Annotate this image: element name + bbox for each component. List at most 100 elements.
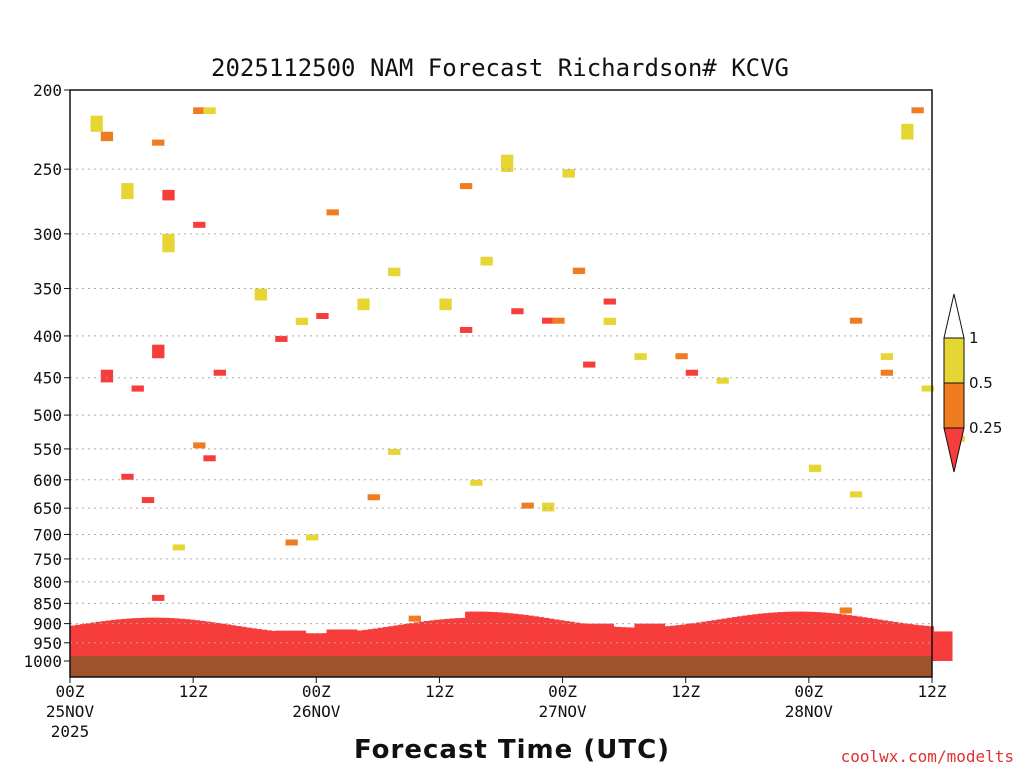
heatmap-cell [413, 622, 421, 658]
heatmap-cell [316, 633, 324, 658]
heatmap-cell [193, 442, 206, 449]
heatmap-cell [834, 613, 842, 658]
heatmap-cell [480, 256, 493, 266]
heatmap-cell [875, 619, 883, 658]
heatmap-cell [880, 620, 888, 658]
heatmap-cell [896, 622, 904, 658]
heatmap-cell [85, 623, 93, 658]
x-tick-label: 12Z [671, 682, 700, 701]
heatmap-cell [367, 629, 375, 658]
heatmap-cell [131, 385, 144, 392]
heatmap-cell [218, 623, 226, 658]
heatmap-cell [803, 611, 811, 658]
heatmap-cell [690, 623, 699, 658]
heatmap-cell [793, 611, 801, 658]
y-tick-label: 650 [33, 499, 62, 518]
heatmap-cell [100, 131, 114, 142]
heatmap-cell [295, 317, 309, 326]
heatmap-cell [254, 629, 262, 658]
heatmap-cell [321, 633, 329, 658]
heatmap-cell [526, 615, 534, 658]
heatmap-cell [567, 621, 575, 658]
heatmap-cell [639, 627, 647, 658]
heatmap-cell [341, 632, 350, 658]
heatmap-cell [172, 544, 185, 551]
heatmap-cell [552, 317, 565, 324]
heatmap-cell [849, 317, 863, 324]
heatmap-cell [613, 626, 622, 658]
heatmap-cell [465, 611, 473, 658]
heatmap-cell [480, 611, 488, 658]
y-axis-ticks: 200 250 300 350 400 450 500 550 600 650 700 750 800 8… [23, 81, 70, 671]
heatmap-cell [752, 614, 760, 658]
heatmap-cell [105, 620, 114, 658]
heatmap-cell [152, 617, 160, 658]
y-tick-label: 450 [33, 369, 62, 388]
credit-text: coolwx.com/modelts [841, 747, 1014, 766]
heatmap-cell [588, 624, 596, 658]
heatmap-cell [285, 632, 293, 658]
heatmap-cell [121, 473, 134, 480]
heatmap-cell [357, 298, 370, 311]
heatmap-cells [70, 107, 965, 661]
heatmap-cell [778, 612, 786, 658]
heatmap-cell [844, 615, 852, 658]
heatmap-cell [542, 617, 550, 658]
heatmap-cell [911, 107, 924, 114]
heatmap-cell [141, 617, 149, 658]
heatmap-cell [624, 627, 632, 658]
heatmap-cell [454, 618, 462, 658]
heatmap-cell [193, 620, 201, 658]
x-tick-label: 12Z [918, 682, 947, 701]
heatmap-cell [475, 611, 483, 658]
heatmap-cell [470, 611, 478, 658]
y-tick-label: 850 [33, 594, 62, 613]
heatmap-cell [429, 620, 437, 658]
heatmap-cell [824, 612, 832, 658]
heatmap-cell [188, 619, 196, 658]
heatmap-cell [444, 618, 452, 658]
heatmap-cell [213, 622, 221, 658]
heatmap-cell [295, 632, 303, 658]
heatmap-cell [439, 619, 447, 658]
heatmap-cell [731, 617, 740, 658]
heatmap-cell [285, 539, 298, 546]
heatmap-cell [603, 626, 611, 658]
heatmap-cell [152, 139, 165, 146]
y-tick-label: 400 [33, 327, 62, 346]
y-tick-label: 800 [33, 573, 62, 592]
y-tick-label: 600 [33, 471, 62, 490]
y-tick-label: 950 [33, 634, 62, 653]
heatmap-cell [311, 633, 319, 658]
heatmap-cell [583, 623, 591, 658]
heatmap-cell [906, 624, 914, 658]
heatmap-cell [367, 494, 380, 501]
heatmap-cell [716, 377, 729, 384]
y-tick-label: 200 [33, 81, 62, 100]
heatmap-cell [808, 464, 822, 472]
heatmap-cell [634, 627, 642, 658]
heatmap-cell [100, 621, 108, 658]
heatmap-cell [495, 612, 504, 658]
colorbar-bin [943, 382, 965, 429]
heatmap-cell [408, 623, 416, 658]
x-tick-label: 12Z [425, 682, 454, 701]
heatmap-cell [352, 631, 360, 658]
heatmap-cell [870, 618, 878, 658]
heatmap-cell [249, 628, 257, 658]
heatmap-cell [685, 369, 699, 376]
heatmap-cell [393, 625, 401, 658]
heatmap-cell [880, 353, 894, 360]
heatmap-cell [193, 221, 206, 228]
heatmap-cell [593, 625, 601, 658]
heatmap-cell [408, 615, 421, 622]
heatmap-cell [95, 621, 103, 658]
heatmap-cell [316, 313, 329, 320]
heatmap-cell [583, 361, 596, 368]
heatmap-cell [839, 614, 847, 658]
heatmap-cell [331, 632, 339, 658]
colorbar-label: 0.5 [969, 374, 993, 392]
heatmap-cell [259, 629, 268, 658]
heatmap-cell [111, 619, 119, 658]
